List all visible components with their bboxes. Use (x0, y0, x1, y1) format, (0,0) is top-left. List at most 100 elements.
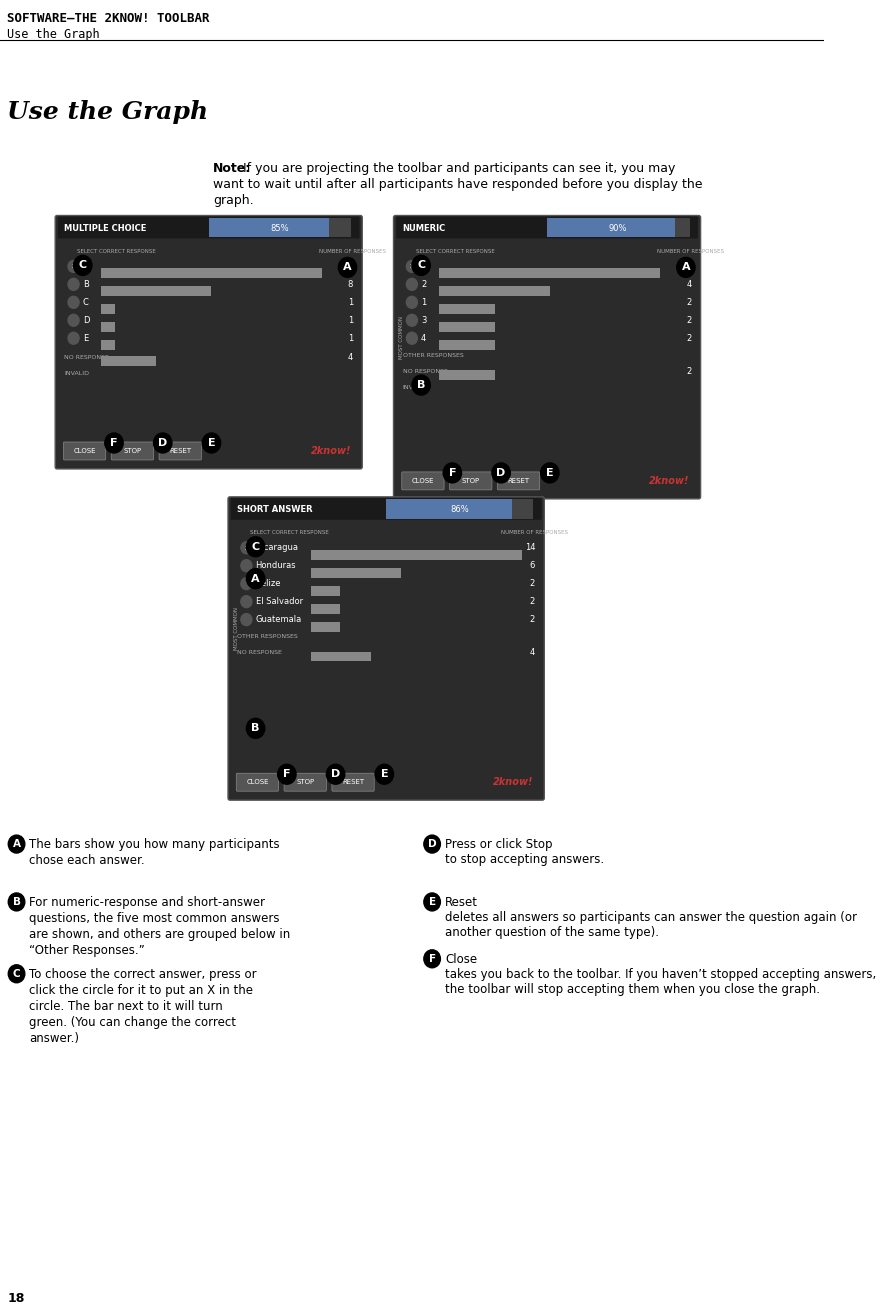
Circle shape (326, 764, 345, 785)
Text: 2: 2 (530, 598, 535, 606)
Text: 2: 2 (530, 579, 535, 589)
Text: 1: 1 (348, 334, 353, 343)
Circle shape (246, 536, 265, 557)
FancyBboxPatch shape (332, 773, 375, 791)
Bar (386, 498, 533, 519)
Bar (311, 621, 340, 632)
Text: deletes all answers so participants can answer the question again (or another qu: deletes all answers so participants can … (445, 910, 857, 939)
Circle shape (241, 595, 252, 608)
Circle shape (241, 542, 252, 553)
Text: Honduras: Honduras (255, 561, 297, 570)
Text: 4: 4 (530, 647, 535, 657)
Text: The bars show you how many participants
chose each answer.: The bars show you how many participants … (30, 838, 280, 867)
Text: RESET: RESET (342, 780, 364, 785)
Text: OTHER RESPONSES: OTHER RESPONSES (402, 353, 463, 357)
Text: 1: 1 (421, 298, 426, 307)
Bar (101, 286, 211, 297)
Bar (439, 370, 495, 381)
FancyBboxPatch shape (497, 472, 539, 490)
Bar (311, 603, 340, 613)
FancyBboxPatch shape (393, 216, 701, 498)
Text: SHORT ANSWER: SHORT ANSWER (237, 505, 313, 514)
Text: INVALID: INVALID (65, 370, 90, 375)
Text: 8: 8 (686, 262, 692, 271)
Text: OTHER RESPONSES: OTHER RESPONSES (237, 634, 298, 640)
Circle shape (407, 297, 418, 309)
Text: CLOSE: CLOSE (411, 477, 435, 484)
Circle shape (407, 260, 418, 272)
Circle shape (246, 718, 265, 738)
Bar (439, 305, 495, 314)
Text: A: A (343, 263, 352, 272)
Text: 1: 1 (348, 298, 353, 307)
Circle shape (73, 255, 92, 276)
Circle shape (444, 463, 461, 483)
Text: 5: 5 (421, 262, 426, 271)
Circle shape (407, 332, 418, 344)
Text: A: A (682, 263, 690, 272)
Text: C: C (79, 260, 87, 271)
Text: B: B (82, 280, 89, 289)
Bar (209, 217, 329, 238)
Circle shape (540, 463, 559, 483)
Text: NUMERIC: NUMERIC (402, 224, 446, 233)
Bar (101, 356, 156, 366)
Text: SOFTWARE—THE 2KNOW! TOOLBAR: SOFTWARE—THE 2KNOW! TOOLBAR (7, 12, 210, 25)
Circle shape (246, 569, 265, 589)
Text: 4: 4 (686, 280, 692, 289)
Text: MULTIPLE CHOICE: MULTIPLE CHOICE (65, 224, 147, 233)
Text: SELECT CORRECT RESPONSE: SELECT CORRECT RESPONSE (77, 249, 156, 254)
Text: 2: 2 (686, 366, 692, 375)
Text: Close: Close (445, 952, 478, 965)
Text: NUMBER OF RESPONSES: NUMBER OF RESPONSES (319, 249, 386, 254)
FancyBboxPatch shape (401, 472, 444, 490)
Text: D: D (82, 315, 90, 324)
Text: Note:: Note: (213, 162, 252, 175)
Circle shape (375, 764, 393, 785)
Bar (101, 305, 115, 314)
Text: B: B (13, 897, 21, 906)
Text: B: B (252, 723, 260, 734)
Circle shape (68, 279, 79, 290)
Text: SELECT CORRECT RESPONSE: SELECT CORRECT RESPONSE (250, 530, 329, 535)
Circle shape (412, 375, 430, 395)
Text: C: C (82, 298, 89, 307)
Text: C: C (13, 969, 21, 978)
Circle shape (676, 258, 695, 277)
Text: want to wait until after all participants have responded before you display the: want to wait until after all participant… (213, 178, 702, 191)
Text: graph.: graph. (213, 194, 254, 207)
Text: C: C (252, 542, 260, 552)
Bar (439, 286, 550, 297)
Text: NO RESPONSE: NO RESPONSE (65, 354, 109, 360)
Bar (547, 217, 690, 238)
Circle shape (424, 950, 441, 968)
Text: Use the Graph: Use the Graph (7, 99, 209, 124)
Circle shape (105, 433, 124, 453)
Text: RESET: RESET (169, 447, 191, 454)
Text: NO RESPONSE: NO RESPONSE (402, 369, 448, 374)
Text: 4: 4 (421, 334, 426, 343)
Circle shape (278, 764, 296, 785)
Text: D: D (158, 438, 168, 447)
Circle shape (8, 835, 25, 853)
Text: F: F (283, 769, 290, 780)
FancyBboxPatch shape (58, 217, 359, 238)
FancyBboxPatch shape (231, 498, 541, 519)
Bar (386, 498, 513, 519)
Text: STOP: STOP (461, 477, 479, 484)
Circle shape (68, 332, 79, 344)
Text: E: E (428, 897, 435, 906)
Circle shape (8, 893, 25, 910)
FancyBboxPatch shape (396, 217, 698, 238)
Bar (311, 549, 522, 560)
Text: If you are projecting the toolbar and participants can see it, you may: If you are projecting the toolbar and pa… (243, 162, 675, 175)
Text: x: x (72, 263, 75, 269)
Text: 8: 8 (348, 280, 353, 289)
Bar (101, 322, 115, 332)
Bar (101, 340, 115, 351)
FancyBboxPatch shape (64, 442, 106, 460)
Bar (547, 217, 675, 238)
Text: E: E (82, 334, 88, 343)
Text: 2know!: 2know! (649, 476, 690, 485)
Text: x: x (409, 263, 414, 269)
